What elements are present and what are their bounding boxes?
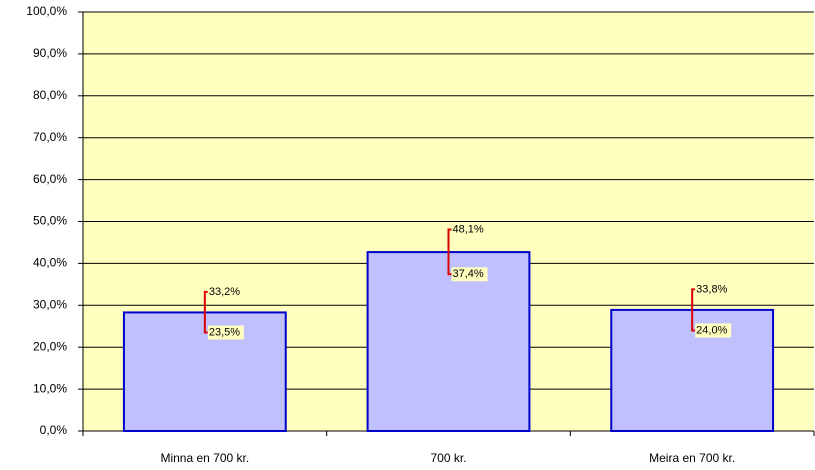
data-label-bg (207, 284, 244, 299)
data-label: 33,8% (696, 283, 727, 295)
y-tick-label: 90,0% (33, 46, 67, 60)
y-tick-label: 0,0% (40, 423, 68, 437)
y-tick-label: 10,0% (33, 381, 67, 395)
data-label-bg (207, 325, 244, 340)
x-tick-label: 700 kr. (430, 451, 466, 465)
data-label: 37,4% (453, 268, 484, 280)
data-label: 33,2% (209, 286, 240, 298)
y-tick-label: 20,0% (33, 339, 67, 353)
y-tick-label: 80,0% (33, 88, 67, 102)
x-tick-label: Minna en 700 kr. (160, 451, 249, 465)
y-tick-label: 30,0% (33, 297, 67, 311)
error-bar (203, 290, 208, 334)
bar (366, 251, 531, 432)
data-label: 48,1% (453, 223, 484, 235)
y-tick-label: 40,0% (33, 256, 67, 270)
data-label-bg (451, 222, 488, 237)
y-tick-label: 60,0% (33, 172, 67, 186)
y-tick-label: 70,0% (33, 130, 67, 144)
data-label: 23,5% (209, 326, 240, 338)
error-bar (691, 288, 696, 332)
y-tick-label: 50,0% (33, 214, 67, 228)
data-label-bg (695, 323, 732, 338)
x-tick-label: Meira en 700 kr. (649, 451, 735, 465)
data-label: 24,0% (696, 324, 727, 336)
error-bar (447, 228, 452, 276)
data-label-bg (695, 282, 732, 297)
y-tick-label: 100,0% (26, 4, 67, 18)
data-label-bg (451, 267, 488, 282)
